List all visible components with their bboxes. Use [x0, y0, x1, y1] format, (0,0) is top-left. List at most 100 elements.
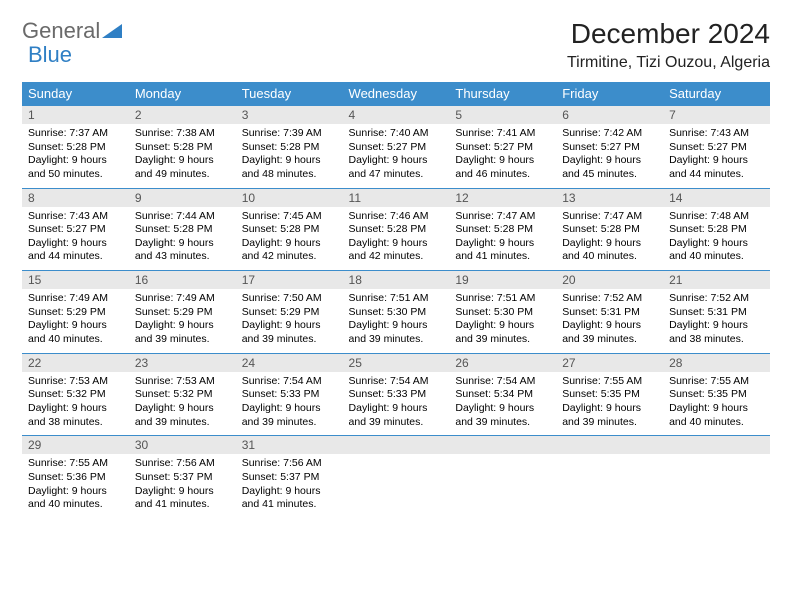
calendar-cell	[663, 436, 770, 518]
logo: General	[22, 18, 122, 44]
day-details: Sunrise: 7:55 AMSunset: 5:35 PMDaylight:…	[663, 372, 770, 436]
calendar-cell: 31Sunrise: 7:56 AMSunset: 5:37 PMDayligh…	[236, 436, 343, 518]
calendar-cell: 28Sunrise: 7:55 AMSunset: 5:35 PMDayligh…	[663, 353, 770, 436]
empty-daynum	[663, 436, 770, 454]
day-details: Sunrise: 7:43 AMSunset: 5:27 PMDaylight:…	[22, 207, 129, 271]
day-number: 17	[236, 271, 343, 289]
day-number: 7	[663, 106, 770, 124]
day-number: 27	[556, 354, 663, 372]
calendar-cell: 10Sunrise: 7:45 AMSunset: 5:28 PMDayligh…	[236, 188, 343, 271]
calendar-cell: 14Sunrise: 7:48 AMSunset: 5:28 PMDayligh…	[663, 188, 770, 271]
day-number: 5	[449, 106, 556, 124]
empty-daynum	[343, 436, 450, 454]
day-details: Sunrise: 7:53 AMSunset: 5:32 PMDaylight:…	[129, 372, 236, 436]
day-details: Sunrise: 7:42 AMSunset: 5:27 PMDaylight:…	[556, 124, 663, 188]
calendar-table: SundayMondayTuesdayWednesdayThursdayFrid…	[22, 82, 770, 518]
day-number: 25	[343, 354, 450, 372]
weekday-header: Thursday	[449, 82, 556, 106]
day-details: Sunrise: 7:38 AMSunset: 5:28 PMDaylight:…	[129, 124, 236, 188]
day-number: 30	[129, 436, 236, 454]
calendar-cell: 27Sunrise: 7:55 AMSunset: 5:35 PMDayligh…	[556, 353, 663, 436]
calendar-cell: 7Sunrise: 7:43 AMSunset: 5:27 PMDaylight…	[663, 106, 770, 189]
day-details: Sunrise: 7:49 AMSunset: 5:29 PMDaylight:…	[22, 289, 129, 353]
calendar-cell: 17Sunrise: 7:50 AMSunset: 5:29 PMDayligh…	[236, 271, 343, 354]
day-number: 4	[343, 106, 450, 124]
empty-cell	[663, 454, 770, 463]
logo-triangle-icon	[102, 18, 122, 44]
day-details: Sunrise: 7:48 AMSunset: 5:28 PMDaylight:…	[663, 207, 770, 271]
day-number: 9	[129, 189, 236, 207]
day-details: Sunrise: 7:51 AMSunset: 5:30 PMDaylight:…	[343, 289, 450, 353]
day-details: Sunrise: 7:41 AMSunset: 5:27 PMDaylight:…	[449, 124, 556, 188]
day-details: Sunrise: 7:49 AMSunset: 5:29 PMDaylight:…	[129, 289, 236, 353]
day-number: 29	[22, 436, 129, 454]
day-details: Sunrise: 7:39 AMSunset: 5:28 PMDaylight:…	[236, 124, 343, 188]
calendar-cell: 6Sunrise: 7:42 AMSunset: 5:27 PMDaylight…	[556, 106, 663, 189]
weekday-header: Wednesday	[343, 82, 450, 106]
day-number: 15	[22, 271, 129, 289]
day-number: 13	[556, 189, 663, 207]
calendar-cell: 5Sunrise: 7:41 AMSunset: 5:27 PMDaylight…	[449, 106, 556, 189]
calendar-cell: 19Sunrise: 7:51 AMSunset: 5:30 PMDayligh…	[449, 271, 556, 354]
calendar-cell: 9Sunrise: 7:44 AMSunset: 5:28 PMDaylight…	[129, 188, 236, 271]
day-number: 2	[129, 106, 236, 124]
day-details: Sunrise: 7:47 AMSunset: 5:28 PMDaylight:…	[556, 207, 663, 271]
month-title: December 2024	[567, 18, 770, 50]
calendar-cell: 24Sunrise: 7:54 AMSunset: 5:33 PMDayligh…	[236, 353, 343, 436]
calendar-cell: 8Sunrise: 7:43 AMSunset: 5:27 PMDaylight…	[22, 188, 129, 271]
calendar-cell: 29Sunrise: 7:55 AMSunset: 5:36 PMDayligh…	[22, 436, 129, 518]
calendar-cell: 20Sunrise: 7:52 AMSunset: 5:31 PMDayligh…	[556, 271, 663, 354]
day-details: Sunrise: 7:51 AMSunset: 5:30 PMDaylight:…	[449, 289, 556, 353]
empty-cell	[343, 454, 450, 463]
day-details: Sunrise: 7:53 AMSunset: 5:32 PMDaylight:…	[22, 372, 129, 436]
empty-cell	[449, 454, 556, 463]
calendar-cell: 15Sunrise: 7:49 AMSunset: 5:29 PMDayligh…	[22, 271, 129, 354]
day-details: Sunrise: 7:54 AMSunset: 5:33 PMDaylight:…	[343, 372, 450, 436]
calendar-cell: 26Sunrise: 7:54 AMSunset: 5:34 PMDayligh…	[449, 353, 556, 436]
day-number: 1	[22, 106, 129, 124]
day-details: Sunrise: 7:37 AMSunset: 5:28 PMDaylight:…	[22, 124, 129, 188]
day-details: Sunrise: 7:55 AMSunset: 5:35 PMDaylight:…	[556, 372, 663, 436]
day-details: Sunrise: 7:40 AMSunset: 5:27 PMDaylight:…	[343, 124, 450, 188]
calendar-cell	[343, 436, 450, 518]
weekday-header: Sunday	[22, 82, 129, 106]
calendar-cell: 12Sunrise: 7:47 AMSunset: 5:28 PMDayligh…	[449, 188, 556, 271]
weekday-header: Tuesday	[236, 82, 343, 106]
calendar-cell: 13Sunrise: 7:47 AMSunset: 5:28 PMDayligh…	[556, 188, 663, 271]
day-details: Sunrise: 7:50 AMSunset: 5:29 PMDaylight:…	[236, 289, 343, 353]
day-number: 22	[22, 354, 129, 372]
day-number: 26	[449, 354, 556, 372]
day-number: 20	[556, 271, 663, 289]
day-number: 31	[236, 436, 343, 454]
day-details: Sunrise: 7:46 AMSunset: 5:28 PMDaylight:…	[343, 207, 450, 271]
day-number: 11	[343, 189, 450, 207]
calendar-cell	[556, 436, 663, 518]
day-number: 8	[22, 189, 129, 207]
calendar-cell: 3Sunrise: 7:39 AMSunset: 5:28 PMDaylight…	[236, 106, 343, 189]
day-details: Sunrise: 7:56 AMSunset: 5:37 PMDaylight:…	[236, 454, 343, 518]
empty-daynum	[556, 436, 663, 454]
calendar-cell: 1Sunrise: 7:37 AMSunset: 5:28 PMDaylight…	[22, 106, 129, 189]
day-number: 18	[343, 271, 450, 289]
calendar-cell	[449, 436, 556, 518]
calendar-cell: 22Sunrise: 7:53 AMSunset: 5:32 PMDayligh…	[22, 353, 129, 436]
day-number: 10	[236, 189, 343, 207]
day-details: Sunrise: 7:54 AMSunset: 5:33 PMDaylight:…	[236, 372, 343, 436]
empty-cell	[556, 454, 663, 463]
calendar-cell: 2Sunrise: 7:38 AMSunset: 5:28 PMDaylight…	[129, 106, 236, 189]
day-details: Sunrise: 7:52 AMSunset: 5:31 PMDaylight:…	[663, 289, 770, 353]
calendar-cell: 23Sunrise: 7:53 AMSunset: 5:32 PMDayligh…	[129, 353, 236, 436]
logo-text-blue: Blue	[28, 42, 72, 68]
day-number: 12	[449, 189, 556, 207]
day-number: 6	[556, 106, 663, 124]
weekday-header: Monday	[129, 82, 236, 106]
location: Tirmitine, Tizi Ouzou, Algeria	[567, 54, 770, 72]
logo-text-general: General	[22, 18, 100, 44]
day-details: Sunrise: 7:47 AMSunset: 5:28 PMDaylight:…	[449, 207, 556, 271]
calendar-cell: 30Sunrise: 7:56 AMSunset: 5:37 PMDayligh…	[129, 436, 236, 518]
day-number: 24	[236, 354, 343, 372]
weekday-header: Friday	[556, 82, 663, 106]
calendar-cell: 11Sunrise: 7:46 AMSunset: 5:28 PMDayligh…	[343, 188, 450, 271]
calendar-head: SundayMondayTuesdayWednesdayThursdayFrid…	[22, 82, 770, 106]
calendar-cell: 18Sunrise: 7:51 AMSunset: 5:30 PMDayligh…	[343, 271, 450, 354]
